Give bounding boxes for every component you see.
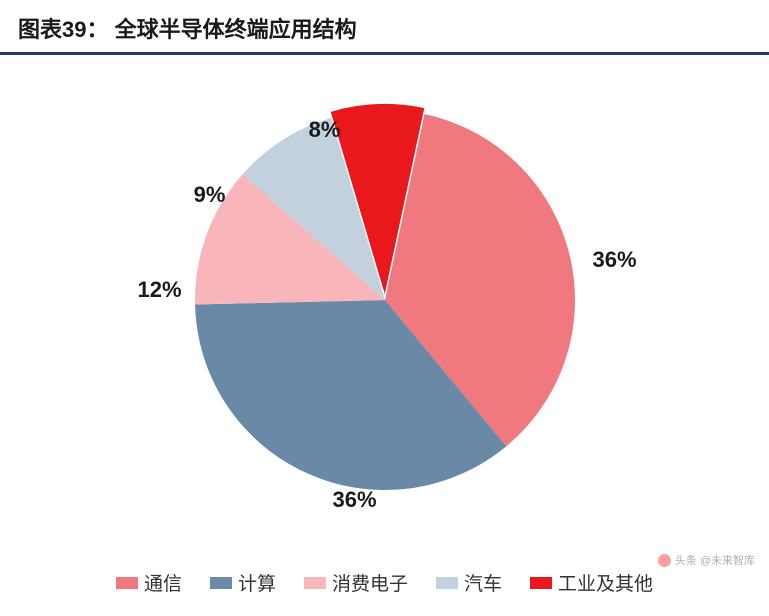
legend-label: 汽车: [464, 569, 502, 596]
legend-label: 消费电子: [332, 569, 408, 596]
pie-slice-label: 36%: [332, 487, 376, 513]
chart-title-bar: 图表39： 全球半导体终端应用结构: [0, 0, 769, 55]
legend-item: 消费电子: [304, 569, 408, 596]
legend-swatch: [210, 577, 232, 589]
pie-slice-label: 8%: [309, 117, 341, 143]
legend-item: 计算: [210, 569, 276, 596]
legend-label: 通信: [144, 569, 182, 596]
pie-chart: 36%36%12%9%8%: [165, 80, 605, 520]
watermark: 头条 @未来智库: [658, 552, 755, 568]
legend: 通信 计算 消费电子 汽车 工业及其他: [0, 569, 769, 596]
watermark-icon: [658, 554, 671, 567]
pie-slice-label: 36%: [592, 247, 636, 273]
pie-slice-label: 9%: [194, 182, 226, 208]
legend-swatch: [116, 577, 138, 589]
legend-label: 工业及其他: [558, 569, 653, 596]
chart-title: 图表39： 全球半导体终端应用结构: [18, 12, 751, 44]
legend-item: 工业及其他: [530, 569, 653, 596]
legend-swatch: [530, 577, 552, 589]
legend-swatch: [436, 577, 458, 589]
legend-swatch: [304, 577, 326, 589]
legend-label: 计算: [238, 569, 276, 596]
pie-svg: [165, 80, 605, 520]
legend-item: 汽车: [436, 569, 502, 596]
watermark-text: 头条 @未来智库: [675, 552, 755, 568]
pie-chart-area: 36% 36% 12% 9% 8%: [0, 55, 769, 545]
pie-slice-label: 12%: [137, 277, 181, 303]
legend-item: 通信: [116, 569, 182, 596]
